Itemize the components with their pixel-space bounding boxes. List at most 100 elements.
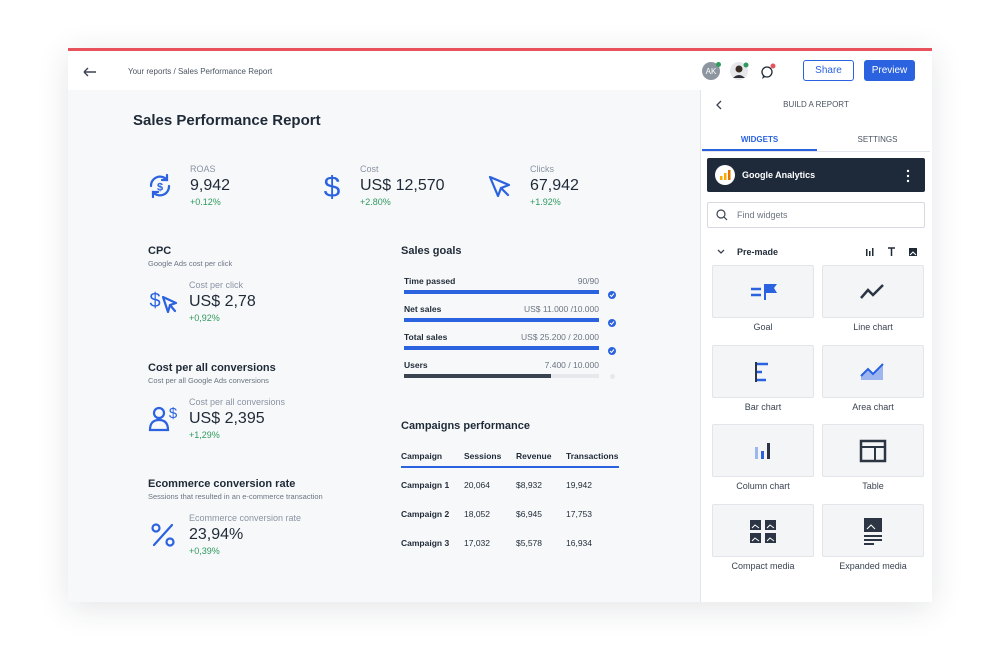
data-source-name: Google Analytics bbox=[742, 170, 816, 180]
table-cell: $6,945 bbox=[516, 509, 542, 519]
table-cell: Campaign 2 bbox=[401, 509, 450, 519]
kpi-label: Clicks bbox=[530, 164, 554, 174]
preview-button[interactable]: Preview bbox=[864, 60, 915, 81]
table-cell: $8,932 bbox=[516, 480, 542, 490]
svg-text:$: $ bbox=[169, 405, 178, 422]
kpi-change: +2.80% bbox=[360, 197, 391, 207]
kpi-value: US$ 12,570 bbox=[360, 177, 445, 194]
section-label: Pre-made bbox=[737, 247, 779, 257]
metric-value: 23,94% bbox=[189, 526, 244, 543]
share-button[interactable]: Share bbox=[803, 60, 854, 81]
table-header: Sessions bbox=[464, 451, 502, 461]
svg-text:$: $ bbox=[157, 182, 163, 194]
widget-label: Table bbox=[862, 481, 884, 491]
widget-card[interactable] bbox=[822, 424, 924, 477]
goal-value: 7.400 / 10.000 bbox=[544, 360, 599, 370]
table-cell: Campaign 3 bbox=[401, 538, 450, 548]
search-icon bbox=[716, 209, 728, 221]
kpi-icon: $ bbox=[146, 172, 174, 200]
tab-active[interactable]: WIDGETS bbox=[740, 135, 779, 144]
goal-name: Time passed bbox=[404, 276, 456, 286]
goal-pending bbox=[610, 374, 615, 379]
widget-card[interactable] bbox=[822, 345, 924, 398]
goal-fill bbox=[404, 346, 599, 350]
widget-card[interactable] bbox=[712, 345, 814, 398]
report-title: Sales Performance Report bbox=[133, 112, 321, 129]
more-menu[interactable] bbox=[903, 167, 913, 185]
analytics-logo bbox=[715, 165, 735, 185]
goal-name: Net sales bbox=[404, 304, 442, 314]
table-cell: 18,052 bbox=[464, 509, 490, 519]
kpi-value: 67,942 bbox=[530, 177, 579, 194]
search-box[interactable] bbox=[707, 202, 925, 228]
widget-label: Goal bbox=[753, 322, 773, 332]
comments-icon[interactable] bbox=[758, 62, 778, 82]
goal-value: US$ 25.200 / 20.000 bbox=[521, 332, 599, 342]
goal-fill bbox=[404, 374, 551, 378]
panel-back[interactable] bbox=[712, 98, 726, 112]
table-cell: 19,942 bbox=[566, 480, 592, 490]
metric-value: US$ 2,395 bbox=[189, 410, 265, 427]
status-dot bbox=[716, 62, 721, 67]
widget-card[interactable] bbox=[712, 424, 814, 477]
tab[interactable]: SETTINGS bbox=[857, 135, 898, 144]
metric-subtitle: Google Ads cost per click bbox=[148, 259, 233, 268]
goal-name: Users bbox=[404, 360, 428, 370]
collapse-chevron[interactable] bbox=[715, 246, 727, 258]
widget-card[interactable] bbox=[712, 265, 814, 318]
kpi-value: 9,942 bbox=[190, 177, 231, 194]
back-button[interactable] bbox=[82, 64, 98, 80]
widget-label: Expanded media bbox=[839, 561, 907, 571]
avatar[interactable]: AK bbox=[702, 62, 720, 80]
widget-card[interactable] bbox=[822, 504, 924, 557]
panel-title: BUILD A REPORT bbox=[783, 100, 849, 109]
goal-check bbox=[607, 287, 617, 299]
metric-icon: $ bbox=[148, 287, 180, 317]
widget-label: Column chart bbox=[736, 481, 790, 491]
filter-icons[interactable] bbox=[864, 246, 920, 258]
widget-label: Area chart bbox=[852, 402, 894, 412]
table-header: Revenue bbox=[516, 451, 552, 461]
table-header: Transactions bbox=[566, 451, 619, 461]
goal-name: Total sales bbox=[404, 332, 448, 342]
table-cell: 17,032 bbox=[464, 538, 490, 548]
table-cell: 17,753 bbox=[566, 509, 592, 519]
goal-fill bbox=[404, 290, 599, 294]
widget-label: Bar chart bbox=[744, 402, 782, 412]
metric-label: Ecommerce conversion rate bbox=[189, 513, 302, 523]
avatar-photo[interactable] bbox=[730, 62, 750, 82]
metric-label: Cost per click bbox=[189, 280, 244, 290]
breadcrumb: Your reports / Sales Performance Report bbox=[128, 67, 273, 76]
kpi-change: +1.92% bbox=[530, 197, 561, 207]
kpi-label: Cost bbox=[360, 164, 379, 174]
svg-text:$: $ bbox=[324, 172, 341, 200]
metric-subtitle: Cost per all Google Ads conversions bbox=[148, 376, 269, 385]
metric-change: +0,39% bbox=[189, 546, 220, 556]
svg-text:$: $ bbox=[149, 290, 160, 312]
metric-change: +1,29% bbox=[189, 430, 220, 440]
metric-title: Ecommerce conversion rate bbox=[148, 478, 296, 490]
metric-title: Cost per all conversions bbox=[148, 362, 276, 374]
goal-check bbox=[607, 343, 617, 355]
goal-fill bbox=[404, 318, 599, 322]
table-cell: 16,934 bbox=[566, 538, 592, 548]
table-header-rule bbox=[401, 466, 619, 468]
kpi-label: ROAS bbox=[190, 164, 216, 174]
widget-label: Line chart bbox=[853, 322, 893, 332]
goal-value: 90/90 bbox=[577, 276, 599, 286]
goal-value: US$ 11.000 /10.000 bbox=[524, 304, 599, 314]
metric-title: CPC bbox=[148, 245, 172, 257]
data-source-bar[interactable] bbox=[707, 158, 925, 192]
tab-underline bbox=[702, 149, 817, 151]
kpi-icon bbox=[485, 172, 513, 200]
widget-card[interactable] bbox=[822, 265, 924, 318]
kpi-icon: $ bbox=[318, 171, 346, 204]
metric-change: +0,92% bbox=[189, 313, 220, 323]
tab-rule bbox=[702, 151, 930, 152]
kpi-change: +0.12% bbox=[190, 197, 221, 207]
section-title: Campaigns performance bbox=[401, 420, 530, 432]
widget-card[interactable] bbox=[712, 504, 814, 557]
metric-icon: $ bbox=[148, 404, 180, 434]
metric-icon bbox=[148, 520, 180, 550]
